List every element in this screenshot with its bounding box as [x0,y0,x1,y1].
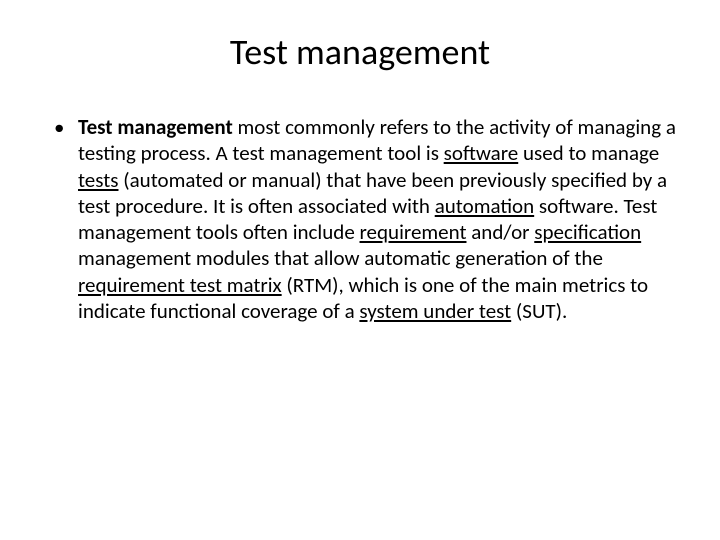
bullet-list: Test management most commonly refers to … [40,114,680,324]
text-link: automation [435,193,534,219]
slide-title: Test management [40,30,680,74]
bullet-item: Test management most commonly refers to … [50,114,680,324]
text: (SUT). [511,298,567,324]
text-link: software [444,140,519,166]
text-link: requirement [360,219,467,245]
text-bold: Test management [78,114,233,140]
text-link: tests [78,167,118,193]
text-link: system under test [359,298,511,324]
slide-body: Test management most commonly refers to … [40,114,680,324]
text-link: requirement test matrix [78,272,282,298]
text: management modules that allow automatic … [78,245,603,271]
text: used to manage [518,140,659,166]
text-link: specification [534,219,641,245]
text: and/or [466,219,534,245]
slide: Test management Test management most com… [0,0,720,540]
